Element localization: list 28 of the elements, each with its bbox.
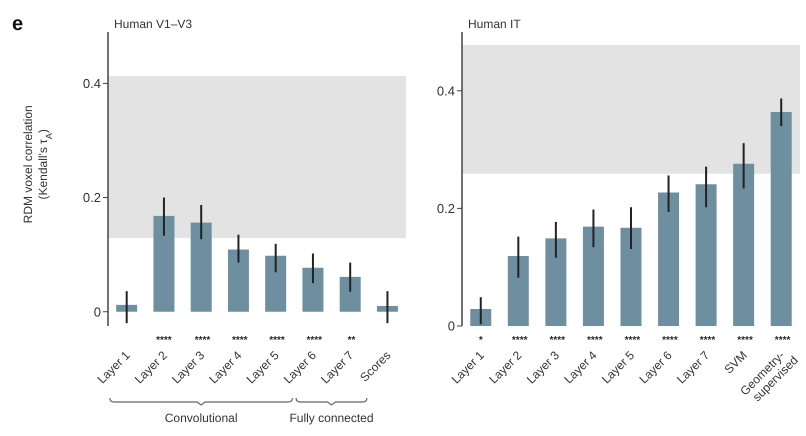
y-tick-label: 0.2 xyxy=(82,190,101,206)
bar xyxy=(620,228,642,326)
bar xyxy=(190,222,212,312)
bar xyxy=(770,112,792,326)
y-tick-label: 0 xyxy=(94,304,101,320)
y-tick-label: 0.2 xyxy=(436,201,455,216)
y-tick-label: 0.4 xyxy=(82,76,101,91)
text: Fully connected xyxy=(289,411,374,425)
text: **** **** **** **** **** ** xyxy=(156,335,356,346)
bar xyxy=(228,250,249,312)
text: * **** **** **** **** **** **** **** **** xyxy=(478,335,790,346)
chart-title: Human IT xyxy=(468,17,522,31)
bar xyxy=(545,238,566,326)
y-tick-label: 0 xyxy=(448,318,455,334)
bar xyxy=(470,308,492,326)
bar xyxy=(733,164,754,326)
text: e xyxy=(12,13,24,35)
bar xyxy=(582,226,604,326)
bar xyxy=(153,216,174,312)
chart-title: Human V1–V3 xyxy=(114,17,192,31)
bar xyxy=(658,192,680,326)
text: Convolutional xyxy=(164,411,238,425)
bar xyxy=(302,268,324,312)
bar xyxy=(340,276,361,312)
bar xyxy=(508,256,529,326)
bar xyxy=(696,184,717,326)
bar xyxy=(265,256,286,312)
y-tick-label: 0.4 xyxy=(436,83,455,98)
